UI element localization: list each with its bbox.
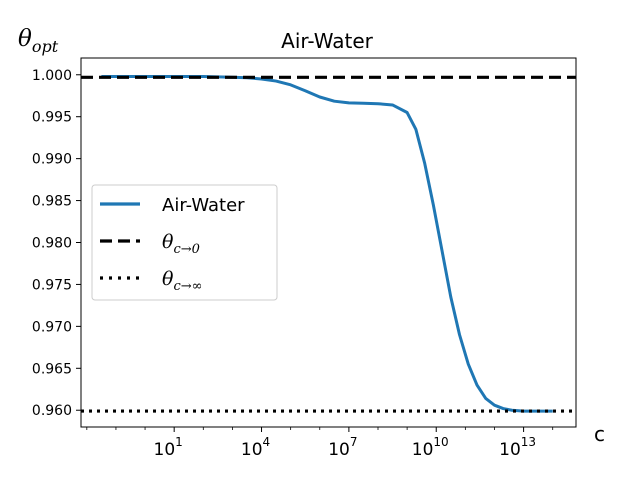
y-tick-label: 0.995	[32, 110, 72, 126]
x-axis-label: c	[594, 422, 605, 446]
x-tick-base: 10	[241, 440, 263, 460]
x-tick-label: 104	[241, 435, 270, 460]
legend-label-symbol: θ	[162, 268, 174, 290]
y-tick-label: 0.990	[32, 152, 72, 168]
x-tick-label: 107	[328, 435, 357, 460]
y-tick-label: 0.980	[32, 236, 72, 252]
x-tick-label: 101	[154, 435, 183, 460]
legend-label: θc→0	[162, 231, 200, 257]
chart-title: Air-Water	[281, 29, 373, 53]
y-axis: 0.960 0.965 0.970 0.975 0.980 0.985 0.990 0.995…	[32, 68, 81, 419]
y-tick-label: 0.985	[32, 194, 72, 210]
legend-box	[91, 184, 278, 301]
x-tick-exponent: 1	[175, 435, 183, 449]
x-tick-base: 10	[328, 440, 350, 460]
y-tick-label: 1.000	[32, 68, 72, 84]
legend-label: Air-Water	[162, 195, 245, 216]
y-tick-label: 0.975	[32, 277, 72, 293]
x-tick-exponent: 7	[350, 435, 358, 449]
y-tick-label: 0.960	[32, 403, 72, 419]
x-tick-label: 1010	[412, 435, 449, 460]
x-tick-base: 10	[154, 440, 176, 460]
y-axis-label-symbol: θ	[18, 26, 32, 52]
x-tick-exponent: 4	[263, 435, 271, 449]
x-tick-exponent: 13	[521, 435, 536, 449]
legend-label-symbol: θ	[162, 231, 174, 253]
x-axis: 101 104 107 1010 1013	[86, 427, 554, 460]
y-axis-label: θopt	[18, 26, 59, 56]
x-tick-base: 10	[499, 440, 521, 460]
y-tick-label: 0.965	[32, 361, 72, 377]
y-tick-label: 0.970	[32, 319, 72, 335]
legend-label: θc→∞	[162, 268, 202, 294]
legend-label-subscript: c→∞	[173, 279, 202, 294]
x-tick-exponent: 10	[433, 435, 448, 449]
x-tick-base: 10	[412, 440, 434, 460]
legend-label-subscript: c→0	[173, 242, 199, 257]
x-tick-label: 1013	[499, 435, 536, 460]
y-axis-label-subscript: opt	[32, 37, 59, 56]
